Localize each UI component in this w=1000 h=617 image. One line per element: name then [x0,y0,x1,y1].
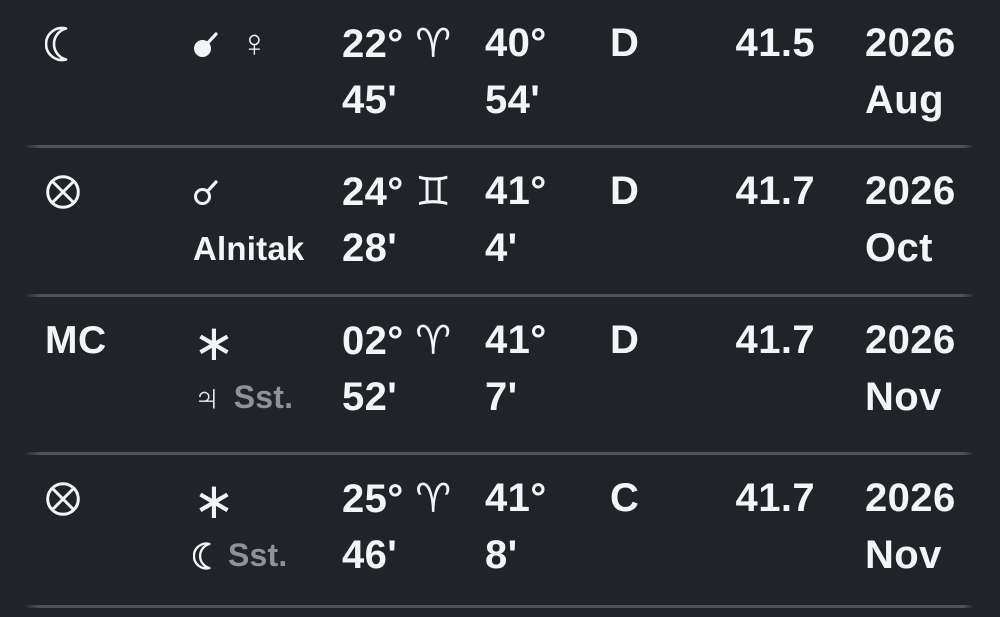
part-of-fortune-icon [45,481,81,517]
position-minutes: 28' [342,226,398,270]
declination-degrees: 41° [485,169,547,213]
moon-icon [193,541,215,570]
declination-degrees: 41° [485,476,547,520]
position-degrees: 02° ♈ [342,318,452,363]
point-cell [0,470,190,608]
date-year: 2026 [865,21,956,65]
aspect-cell: ♀ [190,15,342,148]
declination-cell: 40° 54' [485,15,610,148]
point-cell [0,15,190,148]
moon-icon [45,26,73,62]
direction-cell: D [610,15,700,148]
position-degrees: 25° ♈ [342,476,452,521]
table-row[interactable]: ♀ 22° ♈ 45' 40° 54' D 41.5 2026 Aug [0,0,1000,148]
sextile-icon: ∗ [193,314,235,371]
table-row[interactable]: Alnitak 24° ♊ 28' 41° 4' D 41.7 2026 Oct [0,148,1000,297]
declination-minutes: 8' [485,533,518,577]
position-minutes: 52' [342,375,398,419]
point-cell [0,163,190,297]
date-month: Nov [865,533,942,577]
position-degrees: 22° ♈ [342,21,452,66]
declination-minutes: 54' [485,78,541,122]
declination-minutes: 7' [485,375,518,419]
position-cell: 02° ♈ 52' [342,312,485,455]
position-minutes: 46' [342,533,398,577]
aspect-cell: ∗ ♃ Sst. [190,312,342,455]
position-cell: 25° ♈ 46' [342,470,485,608]
declination-degrees: 40° [485,21,547,65]
date-month: Nov [865,375,942,419]
declination-degrees: 41° [485,318,547,362]
direction-cell: C [610,470,700,608]
date-cell: 2026 Nov [815,312,1000,455]
position-degrees: 24° ♊ [342,169,452,214]
date-month: Oct [865,226,933,270]
point-cell: MC [0,312,190,455]
value-number: 41.5 [735,21,815,65]
value-number: 41.7 [735,476,815,520]
direction-cell: D [610,163,700,297]
value-cell: 41.7 [700,163,815,297]
position-minutes: 45' [342,78,398,122]
declination-cell: 41° 8' [485,470,610,608]
conjunction-icon [193,30,220,58]
table-row[interactable]: ∗ Sst. 25° ♈ 46' 41° 8' C 41.7 [0,455,1000,608]
sunset-label: Sst. [233,379,294,415]
value-cell: 41.5 [700,15,815,148]
midheaven-label: MC [45,318,107,362]
date-cell: 2026 Nov [815,470,1000,608]
direction-cell: D [610,312,700,455]
date-cell: 2026 Aug [815,15,1000,148]
direction-flag: D [610,21,640,65]
table-row[interactable]: MC ∗ ♃ Sst. 02° ♈ 52' 41° 7' D 41.7 202 [0,297,1000,455]
conjunction-icon [193,178,220,206]
part-of-fortune-icon [45,174,81,210]
value-number: 41.7 [735,318,815,362]
value-number: 41.7 [735,169,815,213]
jupiter-icon: ♃ [193,377,221,418]
position-cell: 22° ♈ 45' [342,15,485,148]
date-year: 2026 [865,169,956,213]
sextile-icon: ∗ [193,472,235,529]
sunset-label: Sst. [228,537,288,573]
aspect-cell: ∗ Sst. [190,470,342,608]
venus-icon: ♀ [240,22,269,65]
value-cell: 41.7 [700,312,815,455]
direction-flag: C [610,476,640,520]
position-cell: 24° ♊ 28' [342,163,485,297]
declination-cell: 41° 7' [485,312,610,455]
aspect-cell: Alnitak [190,163,342,297]
date-year: 2026 [865,476,956,520]
date-year: 2026 [865,318,956,362]
declination-cell: 41° 4' [485,163,610,297]
fixed-star-name: Alnitak [193,229,305,267]
date-cell: 2026 Oct [815,163,1000,297]
value-cell: 41.7 [700,470,815,608]
direction-flag: D [610,318,640,362]
direction-flag: D [610,169,640,213]
date-month: Aug [865,78,944,122]
declination-minutes: 4' [485,226,518,270]
